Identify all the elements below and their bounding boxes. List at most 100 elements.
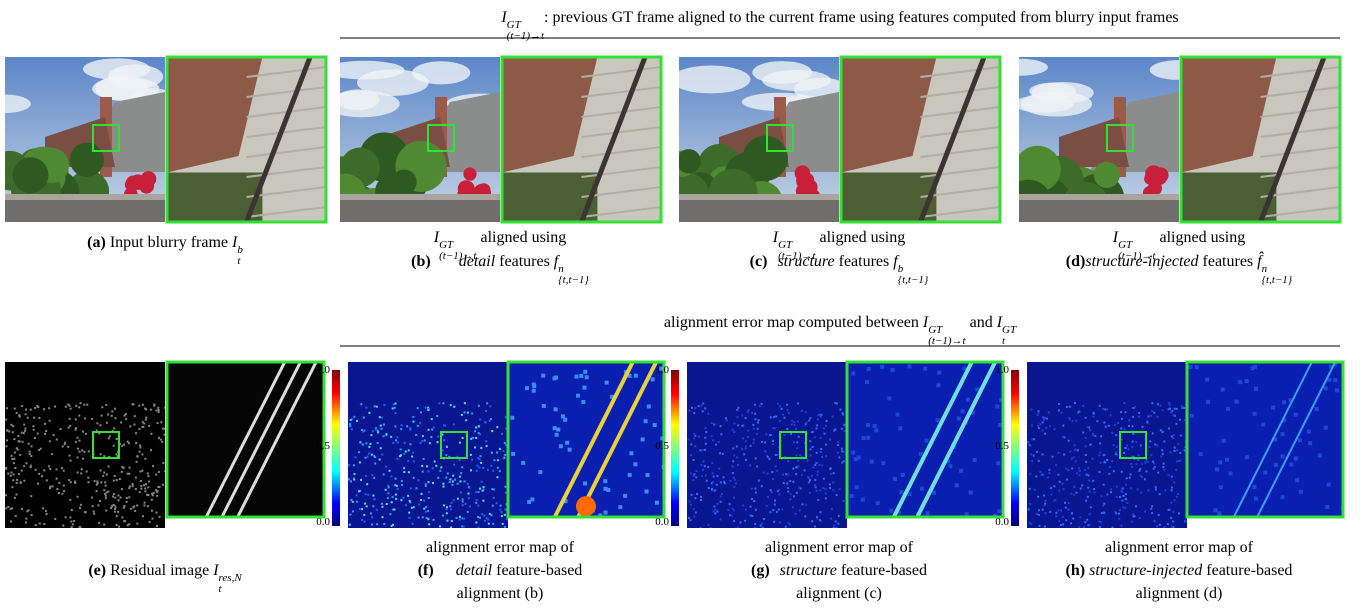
speck — [1096, 420, 1098, 422]
speck — [729, 480, 731, 482]
noise — [1250, 366, 1254, 370]
speck — [21, 508, 23, 510]
noise — [1280, 454, 1284, 458]
speck — [825, 455, 827, 457]
speck — [1053, 485, 1055, 487]
speck — [121, 516, 123, 518]
speck — [418, 517, 420, 519]
speck — [752, 442, 754, 444]
speck — [113, 427, 115, 429]
cloud — [671, 66, 750, 94]
flowers — [463, 167, 476, 180]
speck — [783, 482, 785, 484]
noise — [1307, 430, 1311, 434]
noise — [581, 400, 585, 404]
speck — [54, 518, 56, 520]
noise — [511, 452, 515, 456]
speck — [106, 474, 108, 476]
speck — [380, 447, 382, 449]
speck — [693, 459, 695, 461]
speck — [475, 426, 477, 428]
speck — [1087, 474, 1089, 476]
speck — [826, 420, 828, 422]
speck — [798, 436, 800, 438]
speck — [809, 440, 811, 442]
speck — [1048, 411, 1050, 413]
speck — [87, 477, 89, 479]
speck — [480, 447, 482, 449]
speck — [782, 414, 784, 416]
colorbar-tick-label: 1.0 — [985, 364, 1009, 376]
speck — [737, 424, 739, 426]
speck — [33, 417, 35, 419]
speck — [1132, 513, 1134, 515]
speck — [374, 498, 376, 500]
road — [5, 200, 165, 222]
noise — [1294, 456, 1298, 460]
speck — [816, 490, 818, 492]
speck — [832, 489, 834, 491]
speck — [735, 528, 737, 530]
noise — [1245, 455, 1249, 459]
noise — [1188, 365, 1192, 369]
speck — [383, 473, 385, 475]
speck — [450, 508, 452, 510]
bg — [1187, 362, 1343, 517]
speck — [712, 472, 714, 474]
speck — [140, 485, 142, 487]
speck — [25, 518, 27, 520]
speck — [28, 443, 30, 445]
speck — [34, 407, 36, 409]
speck — [403, 453, 405, 455]
speck — [504, 442, 506, 444]
speck — [30, 409, 32, 411]
speck — [501, 433, 503, 435]
speck — [1045, 500, 1047, 502]
speck — [492, 505, 494, 507]
caption: (d)structure-injected features f̂n{t,t−1… — [1019, 252, 1339, 286]
speck — [1074, 402, 1076, 404]
caption: alignment (c) — [679, 584, 999, 604]
speck — [386, 503, 388, 505]
speck — [694, 497, 696, 499]
speck — [1135, 463, 1137, 465]
speck — [770, 434, 772, 436]
speck — [1168, 404, 1170, 406]
speck — [1111, 460, 1113, 462]
speck — [1164, 526, 1166, 528]
speck — [711, 488, 713, 490]
speck — [77, 448, 79, 450]
speck — [775, 454, 777, 456]
speck — [358, 490, 360, 492]
speck — [1044, 512, 1046, 514]
noise — [1282, 400, 1286, 404]
tree — [743, 136, 788, 181]
speck — [408, 449, 410, 451]
speck — [759, 405, 761, 407]
speck — [5, 507, 7, 509]
speck — [14, 408, 16, 410]
speck — [499, 509, 501, 511]
speck — [714, 512, 716, 514]
speck — [421, 440, 423, 442]
noise — [899, 490, 903, 494]
speck — [149, 521, 151, 523]
speck — [15, 515, 17, 517]
speck — [797, 403, 799, 405]
speck — [157, 407, 159, 409]
speck — [352, 510, 354, 512]
noise — [1245, 379, 1249, 383]
speck — [789, 498, 791, 500]
speck — [449, 478, 451, 480]
noise — [924, 439, 928, 443]
speck — [1142, 426, 1144, 428]
noise — [1274, 463, 1278, 467]
noise — [525, 386, 529, 390]
speck — [1151, 402, 1153, 404]
speck — [801, 410, 803, 412]
speck — [736, 446, 738, 448]
speck — [470, 469, 472, 471]
speck — [809, 492, 811, 494]
speck — [450, 526, 452, 528]
noise — [1271, 406, 1275, 410]
